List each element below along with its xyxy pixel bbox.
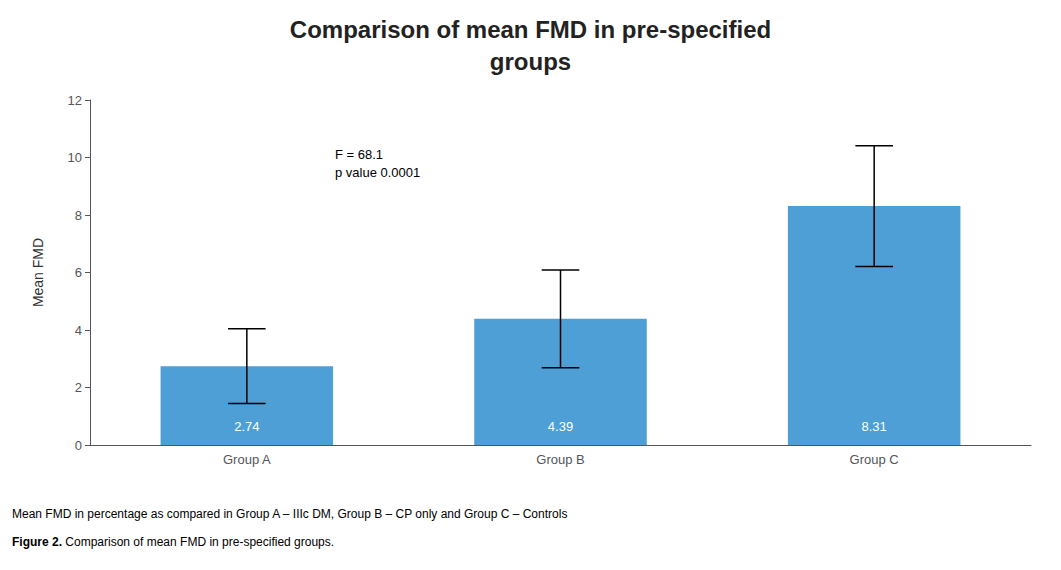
svg-text:Group A: Group A (223, 452, 271, 467)
svg-text:Comparison of mean FMD in pre-: Comparison of mean FMD in pre-specified (290, 16, 771, 43)
svg-text:10: 10 (68, 150, 82, 165)
svg-text:2.74: 2.74 (234, 419, 259, 434)
svg-text:Group C: Group C (850, 452, 899, 467)
svg-text:Mean FMD in percentage as comp: Mean FMD in percentage as compared in Gr… (12, 507, 567, 521)
svg-text:4.39: 4.39 (548, 419, 573, 434)
svg-text:groups: groups (490, 48, 571, 75)
svg-text:12: 12 (68, 93, 82, 108)
svg-text:Comparison of mean FMD in pre-: Comparison of mean FMD in pre-specified … (62, 535, 334, 549)
svg-text:2: 2 (75, 380, 82, 395)
svg-text:p value 0.0001: p value 0.0001 (335, 165, 420, 180)
svg-text:F = 68.1: F = 68.1 (335, 147, 383, 162)
svg-text:Group B: Group B (536, 452, 584, 467)
svg-text:Figure 2.: Figure 2. (12, 535, 62, 549)
svg-text:4: 4 (75, 323, 82, 338)
svg-text:8.31: 8.31 (862, 419, 887, 434)
svg-text:Mean FMD: Mean FMD (30, 238, 46, 307)
svg-text:8: 8 (75, 208, 82, 223)
svg-text:0: 0 (75, 438, 82, 453)
svg-text:6: 6 (75, 265, 82, 280)
